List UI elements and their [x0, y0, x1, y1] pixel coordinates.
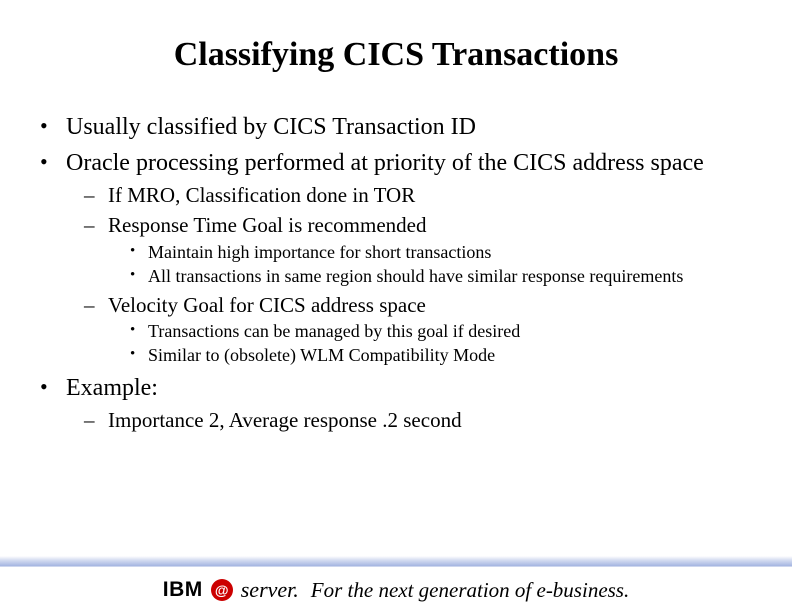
bullet-item: Example: Importance 2, Average response …: [40, 373, 752, 433]
sub-item: Importance 2, Average response .2 second: [84, 407, 752, 433]
sub-text: Velocity Goal for CICS address space: [108, 293, 426, 317]
bullet-item: Oracle processing performed at priority …: [40, 148, 752, 367]
footer-gradient: [0, 556, 792, 566]
subsub-list: Transactions can be managed by this goal…: [108, 320, 752, 367]
footer: IBM @ server. For the next generation of…: [0, 556, 792, 612]
bullet-text: Oracle processing performed at priority …: [66, 150, 704, 176]
footer-logo-ibm: IBM: [163, 578, 203, 602]
sub-text: Response Time Goal is recommended: [108, 213, 426, 237]
sub-list: If MRO, Classification done in TOR Respo…: [66, 182, 752, 367]
subsub-text: Transactions can be managed by this goal…: [148, 321, 520, 341]
footer-bar: IBM @ server. For the next generation of…: [0, 566, 792, 612]
subsub-list: Maintain high importance for short trans…: [108, 241, 752, 288]
slide: Classifying CICS Transactions Usually cl…: [0, 0, 792, 612]
subsub-item: Similar to (obsolete) WLM Compatibility …: [130, 344, 752, 367]
sub-text: If MRO, Classification done in TOR: [108, 183, 415, 207]
bullet-text: Example:: [66, 375, 158, 401]
sub-item: If MRO, Classification done in TOR: [84, 182, 752, 208]
subsub-text: Similar to (obsolete) WLM Compatibility …: [148, 345, 495, 365]
bullet-list: Usually classified by CICS Transaction I…: [40, 112, 752, 433]
slide-body: Usually classified by CICS Transaction I…: [0, 82, 792, 433]
subsub-item: Transactions can be managed by this goal…: [130, 320, 752, 343]
subsub-text: Maintain high importance for short trans…: [148, 242, 491, 262]
sub-list: Importance 2, Average response .2 second: [66, 407, 752, 433]
bullet-text: Usually classified by CICS Transaction I…: [66, 114, 476, 140]
sub-item: Response Time Goal is recommended Mainta…: [84, 212, 752, 287]
subsub-text: All transactions in same region should h…: [148, 266, 683, 286]
subsub-item: Maintain high importance for short trans…: [130, 241, 752, 264]
slide-title: Classifying CICS Transactions: [0, 0, 792, 82]
footer-at-icon: @: [211, 579, 233, 601]
sub-item: Velocity Goal for CICS address space Tra…: [84, 292, 752, 367]
sub-text: Importance 2, Average response .2 second: [108, 408, 462, 432]
subsub-item: All transactions in same region should h…: [130, 265, 752, 288]
bullet-item: Usually classified by CICS Transaction I…: [40, 112, 752, 142]
footer-tagline: For the next generation of e-business.: [311, 578, 629, 603]
footer-logo-server: server.: [241, 577, 299, 603]
